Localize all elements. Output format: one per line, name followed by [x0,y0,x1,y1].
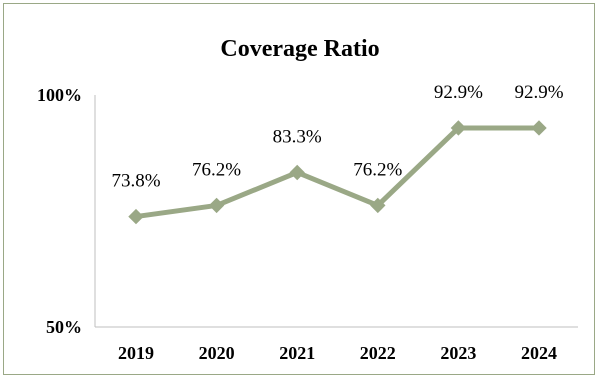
chart-title: Coverage Ratio [220,36,379,62]
y-tick-label-50: 50% [46,317,82,337]
series-line [135,125,539,220]
x-tick-label-2024: 2024 [521,343,557,363]
data-point-2023 [450,120,467,136]
data-point-2020 [208,197,225,214]
data-label-2023: 92.9% [434,82,483,103]
chart-frame [3,3,595,375]
data-label-2024: 92.9% [514,82,563,103]
x-tick-label-2019: 2019 [118,343,154,363]
data-label-2020: 76.2% [192,159,241,180]
y-tick-label-100: 100% [37,85,82,105]
x-tick-label-2020: 2020 [199,343,235,363]
x-tick-label-2021: 2021 [279,343,315,363]
data-label-2022: 76.2% [353,159,402,180]
data-point-2021 [289,164,305,181]
data-point-2024 [531,120,547,136]
data-point-2019 [128,208,144,225]
x-tick-label-2022: 2022 [360,343,396,363]
data-label-2021: 83.3% [273,126,322,147]
data-point-2022 [370,197,386,214]
data-label-2019: 73.8% [111,171,160,192]
x-tick-label-2023: 2023 [440,343,476,363]
